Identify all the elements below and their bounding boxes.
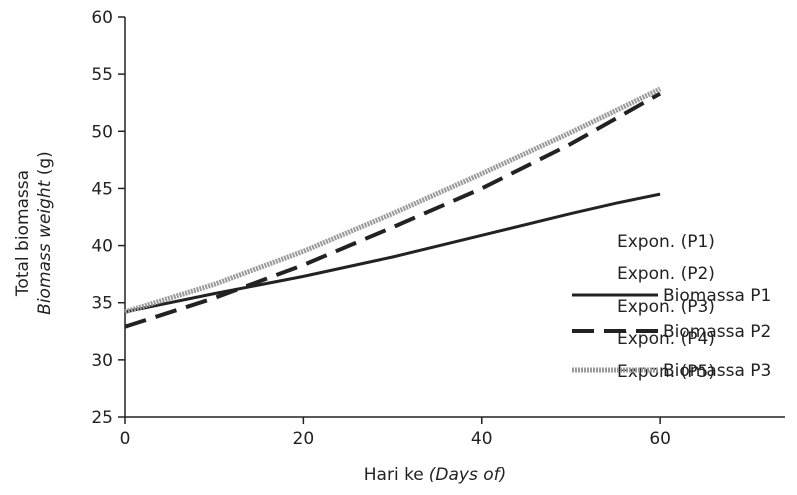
series-line-p2 <box>124 91 662 329</box>
trend-label: Expon. (P3) <box>617 297 715 317</box>
x-tick-label: 0 <box>120 429 131 449</box>
legend-label: Biomassa P1 <box>663 286 771 306</box>
legend-label: Biomassa P2 <box>663 322 771 342</box>
x-axis-title-main: Hari ke <box>364 465 424 485</box>
x-tick-label: 20 <box>293 429 315 449</box>
y-axis-title-italic: Biomass weight <box>35 179 55 315</box>
y-tick-label: 50 <box>91 122 113 142</box>
trend-label: Expon. (P2) <box>617 264 715 284</box>
y-tick-label: 35 <box>91 294 113 314</box>
y-ticks: 25 30 35 40 45 50 55 60 <box>91 8 125 428</box>
trend-label: Expon. (P1) <box>617 232 715 252</box>
y-tick-label: 55 <box>91 65 113 85</box>
x-ticks: 0 20 40 60 <box>120 417 671 449</box>
x-axis-title-italic: (Days of) <box>429 465 506 485</box>
x-axis-title: Hari ke (Days of) <box>364 465 507 485</box>
trend-label: Expon. (P5) <box>617 362 715 382</box>
axes <box>124 17 785 418</box>
y-axis-title: Total biomassa Biomass weight (g) <box>13 151 55 315</box>
x-tick-label: 40 <box>471 429 493 449</box>
y-tick-label: 45 <box>91 179 113 199</box>
series-line-p3 <box>124 86 662 315</box>
y-tick-label: 25 <box>91 408 113 428</box>
legend-label: Biomassa P3 <box>663 361 771 381</box>
trendline-legend-labels: Expon. (P1) Expon. (P2) Expon. (P3) Expon. … <box>617 232 715 382</box>
trend-label: Expon. (P4) <box>617 329 715 349</box>
y-axis-title-line1: Total biomassa <box>13 170 33 297</box>
y-tick-label: 30 <box>91 351 113 371</box>
y-axis-title-line2: Biomass weight (g) <box>35 151 55 315</box>
x-tick-label: 60 <box>649 429 671 449</box>
series-lines <box>124 86 662 329</box>
y-tick-label: 60 <box>91 8 113 28</box>
y-tick-label: 40 <box>91 237 113 257</box>
y-axis-title-unit: (g) <box>35 151 55 180</box>
legend: Biomassa P1 Biomassa P2 Biomassa P3 <box>572 286 771 381</box>
